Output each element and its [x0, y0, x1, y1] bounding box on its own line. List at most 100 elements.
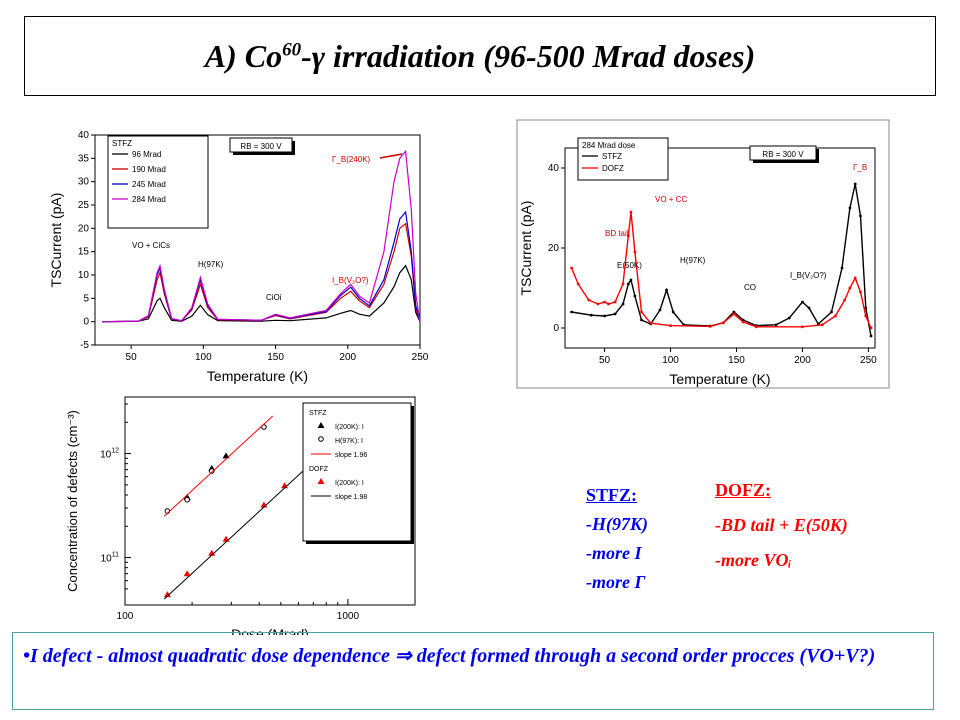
series-marker	[621, 302, 625, 306]
conclusion-text: •I defect - almost quadratic dose depend…	[23, 645, 876, 667]
series-marker	[864, 314, 868, 318]
y-tick-label: 40	[78, 130, 90, 141]
legend-entry: STFZ	[602, 152, 622, 161]
series-line	[102, 264, 421, 323]
series-marker	[774, 323, 778, 327]
x-tick-label: 250	[860, 355, 877, 366]
page-title: A) Co60-γ irradiation (96-500 Mrad doses…	[204, 37, 756, 74]
series-marker	[603, 314, 606, 318]
legend-group-title: STFZ	[309, 410, 327, 417]
rb-box	[749, 145, 817, 161]
peak-annotation: BD tail	[605, 229, 629, 238]
series-marker	[596, 302, 600, 306]
legend-entry: I(200K): I	[335, 480, 364, 487]
legend-entry: I(200K): I	[335, 424, 364, 431]
x-tick-label: 50	[126, 352, 138, 363]
data-point	[184, 496, 190, 503]
tsc-chart-284mrad: 50 100 150 200 250 0 20 40 Temperature (K) TSCurr…	[516, 119, 890, 389]
series-marker	[732, 310, 736, 314]
x-tick-label: 150	[728, 355, 745, 366]
legend-entry: 190 Mrad	[132, 165, 166, 174]
series-marker	[658, 308, 662, 312]
peak-annotation: VO + CiCs	[132, 241, 170, 250]
x-tick-label: 250	[412, 352, 429, 363]
series-marker	[626, 282, 630, 286]
y-axis-label: Concentration of defects (cm⁻³)	[65, 410, 80, 592]
series-marker	[869, 334, 873, 338]
series-marker	[834, 314, 837, 318]
peak-annotation: I_B(V₂O?)	[332, 276, 369, 285]
series-marker	[848, 206, 852, 210]
fit-line	[163, 415, 274, 517]
series-marker	[626, 234, 630, 238]
series-marker	[633, 294, 637, 298]
y-axis-label: TSCurrent (pA)	[48, 193, 64, 288]
stfz-notes: STFZ: -H(97K) -more I -more Γ	[586, 485, 648, 601]
series-marker	[848, 286, 852, 290]
x-axis-label: Temperature (K)	[669, 371, 770, 387]
x-tick-label: 1000	[337, 611, 360, 622]
dofz-notes: DOFZ: -BD tail + E(50K) -more VOᵢ	[715, 480, 848, 579]
series-marker	[607, 302, 610, 306]
chart-frame	[516, 119, 890, 389]
series-marker	[649, 321, 653, 325]
y-tick-label: 15	[78, 247, 90, 258]
stfz-note-line: -more I	[586, 543, 642, 563]
series-marker	[570, 310, 573, 314]
y-tick-label: 30	[78, 177, 90, 188]
series-marker	[807, 306, 811, 310]
plot-area	[94, 134, 421, 346]
peak-annotation: CiOi	[266, 293, 282, 302]
y-axis-label: TSCurrent (pA)	[518, 201, 534, 296]
x-tick-label: 100	[662, 355, 679, 366]
peak-annotation: CO	[744, 283, 756, 292]
x-tick-label: 200	[339, 352, 356, 363]
series-marker	[621, 282, 625, 286]
peak-annotation: E(50K)	[617, 261, 642, 270]
x-tick-label: 100	[195, 352, 212, 363]
y-tick-label: 0	[553, 323, 559, 334]
legend-title: 284 Mrad dose	[582, 141, 636, 150]
series-marker	[665, 288, 668, 292]
stfz-notes-heading: STFZ:	[586, 485, 638, 505]
y-tick-label: 1012	[100, 448, 119, 461]
rb-label: RB = 300 V	[240, 142, 282, 151]
x-axis-label: Temperature (K)	[207, 368, 308, 384]
y-tick-label: 1011	[101, 552, 119, 565]
series-marker	[864, 306, 868, 310]
plot-area	[124, 396, 416, 606]
concentration-vs-dose-chart: 100 1000 1011 1012 Dose (Mrad) Concentration …	[65, 396, 416, 635]
y-tick-label: 10	[78, 270, 90, 281]
legend-box	[577, 137, 669, 181]
dofz-note-line: -BD tail + E(50K)	[715, 515, 848, 535]
series-marker	[754, 325, 758, 329]
series-marker	[708, 325, 712, 328]
legend-entry: slope 1.98	[335, 494, 367, 501]
data-point	[183, 570, 191, 577]
series-line	[102, 222, 421, 323]
legend-swatch	[317, 478, 325, 484]
peak-annotation: H(97K)	[680, 256, 706, 265]
x-tick-label: 150	[267, 352, 284, 363]
dofz-notes-heading: DOFZ:	[715, 480, 771, 500]
y-tick-label: -5	[80, 340, 89, 351]
series-marker	[587, 298, 591, 302]
stfz-note-line: -H(97K)	[586, 514, 648, 534]
series-marker	[801, 300, 804, 304]
peak-annotation: I_B(V₂O?)	[790, 271, 827, 280]
series-marker	[732, 312, 736, 316]
series-marker	[840, 266, 844, 270]
rb-label: RB = 300 V	[762, 150, 804, 159]
series-marker	[853, 276, 857, 280]
series-marker	[613, 300, 617, 304]
title-box: A) Co60-γ irradiation (96-500 Mrad doses…	[24, 16, 936, 96]
data-point	[222, 535, 230, 542]
legend-title: STFZ	[112, 139, 132, 148]
legend-swatch	[318, 436, 324, 442]
x-tick-label: 100	[117, 611, 134, 622]
x-tick-label: 200	[794, 355, 811, 366]
x-axis-label: Dose (Mrad)	[231, 626, 309, 635]
peak-annotation: H(97K)	[198, 260, 224, 269]
data-point	[208, 549, 216, 556]
rb-box	[229, 137, 293, 153]
